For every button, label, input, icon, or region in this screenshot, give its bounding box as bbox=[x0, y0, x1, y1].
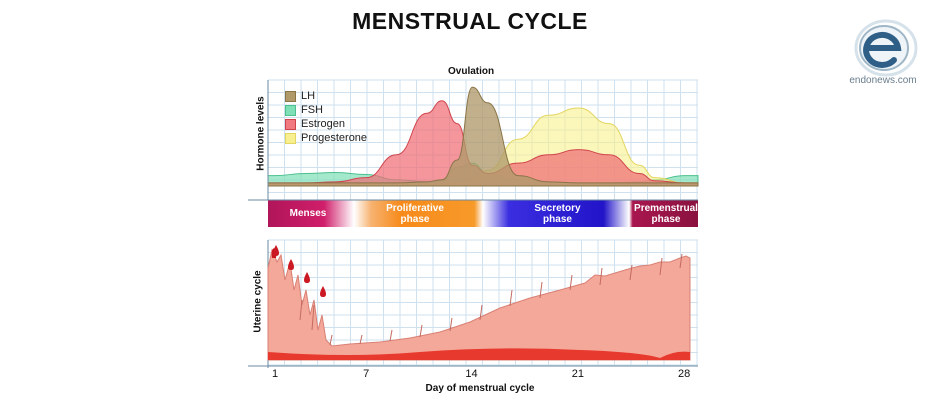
legend-label: Progesterone bbox=[301, 132, 368, 144]
x-axis-label: Day of menstrual cycle bbox=[425, 383, 535, 394]
legend-label: LH bbox=[301, 90, 316, 102]
x-tick-label: 14 bbox=[465, 368, 478, 380]
phase-premenstrual-line1: Premenstrual bbox=[634, 202, 698, 214]
x-tick-label: 21 bbox=[571, 368, 584, 380]
blood-drops-icon bbox=[273, 245, 326, 297]
phase-bar bbox=[268, 200, 698, 227]
phase-menses-label: Menses bbox=[289, 208, 327, 219]
legend: LH FSH Estrogen Progesterone bbox=[285, 89, 367, 145]
series-lh-area bbox=[267, 86, 699, 187]
x-tick-label: 1 bbox=[272, 368, 279, 380]
legend-swatch bbox=[285, 132, 296, 144]
uterine-lining bbox=[267, 248, 691, 361]
legend-item: Progesterone bbox=[285, 131, 367, 145]
legend-item: FSH bbox=[285, 103, 367, 117]
phase-menses: Menses bbox=[268, 200, 348, 227]
endonews-logo-icon bbox=[854, 19, 918, 77]
phase-secretory-line2: phase bbox=[543, 213, 572, 225]
legend-item: Estrogen bbox=[285, 117, 367, 131]
legend-swatch bbox=[285, 90, 296, 102]
phase-premenstrual-line2: phase bbox=[651, 213, 681, 225]
phase-proliferative: Proliferative phase bbox=[370, 200, 460, 227]
phase-premenstrual: Premenstrual phase bbox=[633, 200, 699, 227]
hormone-areas bbox=[267, 86, 699, 187]
legend-swatch bbox=[285, 104, 296, 116]
x-tick-label: 7 bbox=[363, 368, 370, 380]
legend-swatch bbox=[285, 118, 296, 130]
legend-label: FSH bbox=[301, 104, 323, 116]
page-title: MENSTRUAL CYCLE bbox=[352, 8, 588, 34]
phase-secretory-line1: Secretory bbox=[534, 202, 581, 214]
logo-text: endonews.com bbox=[849, 75, 917, 86]
x-tick-label: 28 bbox=[678, 368, 691, 380]
legend-label: Estrogen bbox=[301, 118, 346, 130]
phase-proliferative-line1: Proliferative bbox=[386, 202, 444, 214]
legend-item: LH bbox=[285, 89, 367, 103]
phase-proliferative-line2: phase bbox=[400, 213, 430, 225]
ovulation-label: Ovulation bbox=[448, 66, 495, 77]
phase-secretory: Secretory phase bbox=[510, 200, 605, 227]
